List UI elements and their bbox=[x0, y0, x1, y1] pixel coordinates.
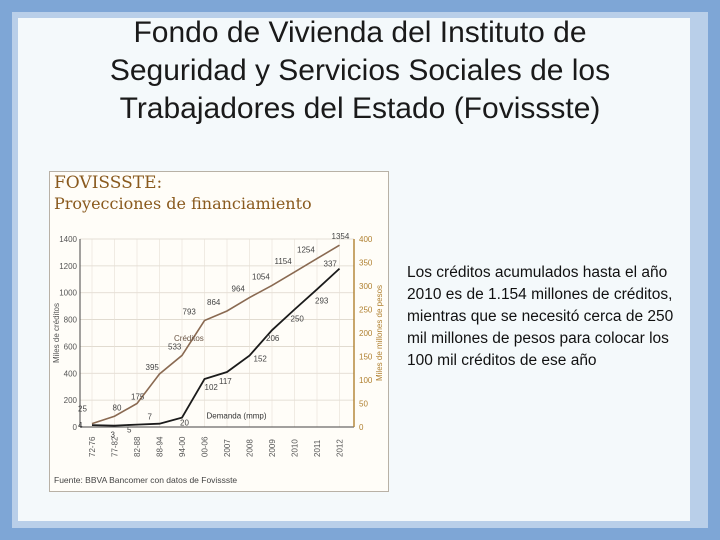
x-tick-label: 2010 bbox=[291, 439, 300, 457]
data-label: 964 bbox=[232, 285, 246, 294]
y2-tick-label: 50 bbox=[359, 400, 368, 409]
data-label: 864 bbox=[207, 298, 221, 307]
data-label: 337 bbox=[324, 260, 338, 269]
data-label: 80 bbox=[113, 403, 122, 412]
title-line-1: Fondo de Vivienda del Instituto de bbox=[133, 16, 587, 49]
data-label: 7 bbox=[148, 413, 153, 422]
data-label: 3 bbox=[111, 431, 116, 440]
title-line-2: Seguridad y Servicios Sociales de los bbox=[109, 54, 611, 87]
y2-axis-label: Miles de millones de pesos bbox=[375, 285, 384, 381]
financing-chart: FOVISSSTE:Proyecciones de financiamiento… bbox=[52, 173, 384, 485]
y2-tick-label: 250 bbox=[359, 306, 373, 315]
y2-tick-label: 100 bbox=[359, 376, 373, 385]
data-label: 102 bbox=[205, 383, 219, 392]
x-tick-label: 00-06 bbox=[201, 436, 210, 457]
title-line-3: Trabajadores del Estado (Fovissste) bbox=[119, 92, 601, 125]
y2-tick-label: 400 bbox=[359, 235, 373, 244]
data-label: 25 bbox=[78, 405, 87, 414]
data-label: 1154 bbox=[275, 257, 293, 266]
data-label: 1054 bbox=[252, 272, 270, 281]
y-tick-label: 1400 bbox=[59, 235, 77, 244]
data-label: 1354 bbox=[332, 232, 350, 241]
data-label: 793 bbox=[183, 308, 197, 317]
x-tick-label: 2007 bbox=[223, 439, 232, 457]
data-label: 1254 bbox=[297, 246, 315, 255]
chart-source: Fuente: BBVA Bancomer con datos de Fovis… bbox=[54, 475, 237, 485]
data-label: 117 bbox=[219, 377, 232, 386]
data-label: 5 bbox=[127, 426, 132, 435]
y-tick-label: 200 bbox=[64, 396, 78, 405]
data-label: 533 bbox=[168, 342, 182, 351]
x-tick-label: 88-94 bbox=[156, 436, 165, 457]
y2-tick-label: 0 bbox=[359, 423, 364, 432]
y2-tick-label: 150 bbox=[359, 353, 373, 362]
y-tick-label: 600 bbox=[64, 342, 78, 351]
x-tick-label: 2012 bbox=[336, 439, 345, 457]
y-tick-label: 1000 bbox=[59, 289, 77, 298]
data-label: 206 bbox=[266, 334, 280, 343]
description-text: Los créditos acumulados hasta el año 201… bbox=[407, 264, 674, 369]
y-tick-label: 400 bbox=[64, 369, 78, 378]
x-tick-label: 2009 bbox=[268, 439, 277, 457]
y2-tick-label: 350 bbox=[359, 259, 373, 268]
x-tick-label: 2011 bbox=[313, 439, 322, 457]
series-line-demanda bbox=[91, 267, 341, 427]
x-tick-label: 94-00 bbox=[178, 436, 187, 457]
x-tick-label: 77-82 bbox=[111, 436, 120, 457]
series-label-creditos: Créditos bbox=[174, 334, 204, 343]
series-label-demanda: Demanda (mmp) bbox=[207, 412, 267, 421]
y2-tick-label: 200 bbox=[359, 329, 373, 338]
data-label: 395 bbox=[146, 363, 160, 372]
x-tick-label: 82-88 bbox=[133, 436, 142, 457]
x-tick-label: 2008 bbox=[246, 439, 255, 457]
data-label: 175 bbox=[131, 393, 145, 402]
data-label: 20 bbox=[180, 419, 189, 428]
y2-tick-label: 300 bbox=[359, 282, 373, 291]
chart-subtitle: Proyecciones de financiamiento bbox=[54, 194, 312, 213]
y-tick-label: 1200 bbox=[59, 262, 77, 271]
chart-title: FOVISSSTE: bbox=[54, 173, 162, 193]
data-label: 250 bbox=[291, 315, 305, 324]
chart-figure: FOVISSSTE: Proyecciones de financiamiento… bbox=[49, 171, 389, 492]
data-label: 293 bbox=[315, 296, 329, 305]
y-tick-label: 800 bbox=[64, 316, 78, 325]
series-line-creditos bbox=[91, 244, 340, 425]
y-axis-label: Miles de créditos bbox=[52, 303, 61, 363]
y-tick-label: 0 bbox=[73, 423, 78, 432]
x-tick-label: 72-76 bbox=[88, 436, 97, 457]
data-label: 152 bbox=[254, 355, 268, 364]
slide-title: Fondo de Vivienda del Instituto de Segur… bbox=[0, 14, 720, 128]
data-label: 4 bbox=[78, 421, 83, 430]
